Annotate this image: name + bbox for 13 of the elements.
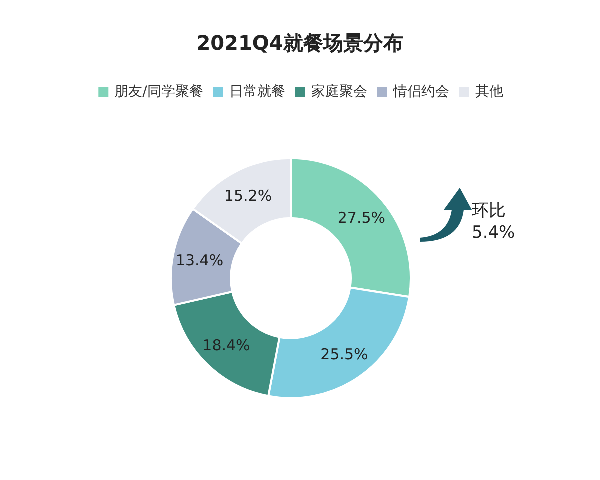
legend-label: 日常就餐	[229, 84, 286, 100]
legend-label: 朋友/同学聚餐	[114, 84, 204, 100]
legend-label: 家庭聚会	[311, 84, 368, 100]
data-label: 18.4%	[202, 336, 250, 354]
legend-label: 其他	[475, 84, 504, 100]
text: 5.4%	[472, 222, 516, 244]
data-label: 15.2%	[224, 186, 272, 205]
chart-title: 2021Q4就餐场景分布	[196, 31, 404, 55]
legend-label: 情侣约会	[392, 84, 450, 100]
data-label: 25.5%	[320, 345, 368, 364]
text: 环比	[472, 200, 507, 222]
data-label: 27.5%	[338, 209, 386, 227]
data-label: 13.4%	[176, 251, 224, 270]
